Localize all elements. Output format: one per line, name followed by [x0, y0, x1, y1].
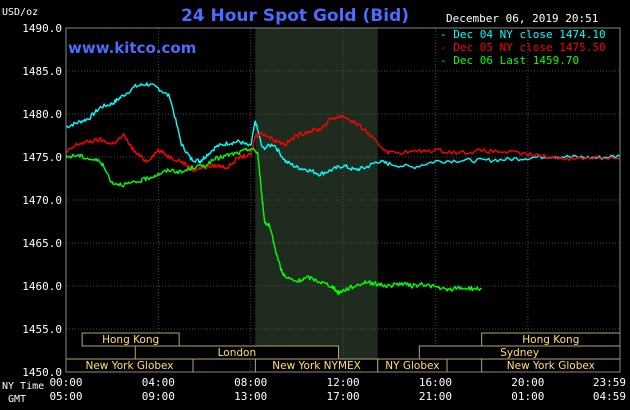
series-line-dec-04: [65, 82, 621, 177]
series-line-dec-06: [65, 147, 482, 296]
x-tick-label-ny: 08:00: [234, 376, 267, 389]
x-tick-label-ny: 20:00: [511, 376, 544, 389]
x-tick-label-gmt: 13:00: [234, 390, 267, 403]
y-tick-label: 1470.0: [22, 194, 62, 207]
session-bar-box: [134, 345, 339, 360]
series-line-dec-05: [65, 114, 621, 172]
x-tick-label-gmt: 21:00: [419, 390, 452, 403]
y-tick-label: 1465.0: [22, 237, 62, 250]
x-axis-label-gmt: GMT: [8, 394, 26, 405]
session-bar: Hong Kong: [81, 332, 180, 347]
website-label: www.kitco.com: [68, 39, 196, 57]
session-bar: Sydney: [418, 345, 621, 360]
y-tick-label: 1460.0: [22, 280, 62, 293]
session-bar-label: New York Globex: [507, 360, 595, 372]
session-bar-label: Hong Kong: [102, 334, 159, 346]
session-bar-label: Sydney: [500, 347, 539, 359]
session-bar-label: NY Globex: [385, 360, 439, 372]
session-bar-label: New York Globex: [85, 360, 173, 372]
session-bar: New York NYMEX: [254, 358, 379, 373]
x-axis-label-ny: NY Time: [2, 381, 44, 392]
session-bar-label: London: [218, 347, 257, 359]
x-tick-label-gmt: 17:00: [327, 390, 360, 403]
x-tick-label-ny: 04:00: [142, 376, 175, 389]
x-tick-label-ny: 12:00: [327, 376, 360, 389]
x-tick-label-ny: 00:00: [49, 376, 82, 389]
date-time-label: December 06, 2019 20:51: [446, 12, 598, 25]
y-tick-label: 1475.0: [22, 151, 62, 164]
session-bar-label: Hong Kong: [522, 334, 579, 346]
x-tick-label-gmt: 01:00: [511, 390, 544, 403]
session-bar: NY Globex: [377, 358, 448, 373]
x-tick-label-gmt: 04:59: [593, 390, 626, 403]
x-tick-label-ny: 23:59: [593, 376, 626, 389]
y-tick-label: 1450.0: [22, 366, 62, 379]
session-bar-box: [81, 332, 180, 347]
x-tick-label-gmt: 09:00: [142, 390, 175, 403]
session-bar: Hong Kong: [481, 332, 621, 347]
y-tick-labels: 1490.0 1485.0 1480.0 1475.0 1470.0 1465.0 1460…: [22, 22, 62, 379]
y-tick-label: 1490.0: [22, 22, 62, 35]
plot-frame: [65, 27, 621, 373]
y-tick-label: 1480.0: [22, 108, 62, 121]
session-bar-label: New York NYMEX: [272, 360, 361, 372]
x-tick-label-gmt: 05:00: [49, 390, 82, 403]
y-unit-label: USD/oz: [2, 7, 38, 18]
session-bar: New York Globex: [65, 358, 194, 373]
legend-entry: - Dec 04 NY close 1474.10: [440, 28, 606, 41]
y-tick-label: 1455.0: [22, 323, 62, 336]
legend-entry: - Dec 06 Last 1459.70: [440, 54, 579, 67]
y-tick-label: 1485.0: [22, 65, 62, 78]
legend-entry: - Dec 05 NY close 1475.50: [440, 41, 606, 54]
chart-title: 24 Hour Spot Gold (Bid): [181, 6, 409, 26]
series-lines: [65, 82, 621, 296]
x-tick-label-ny: 16:00: [419, 376, 452, 389]
session-bar: London: [134, 345, 339, 360]
session-bar: New York Globex: [481, 358, 621, 373]
legend: - Dec 04 NY close 1474.10- Dec 05 NY clo…: [440, 28, 606, 67]
